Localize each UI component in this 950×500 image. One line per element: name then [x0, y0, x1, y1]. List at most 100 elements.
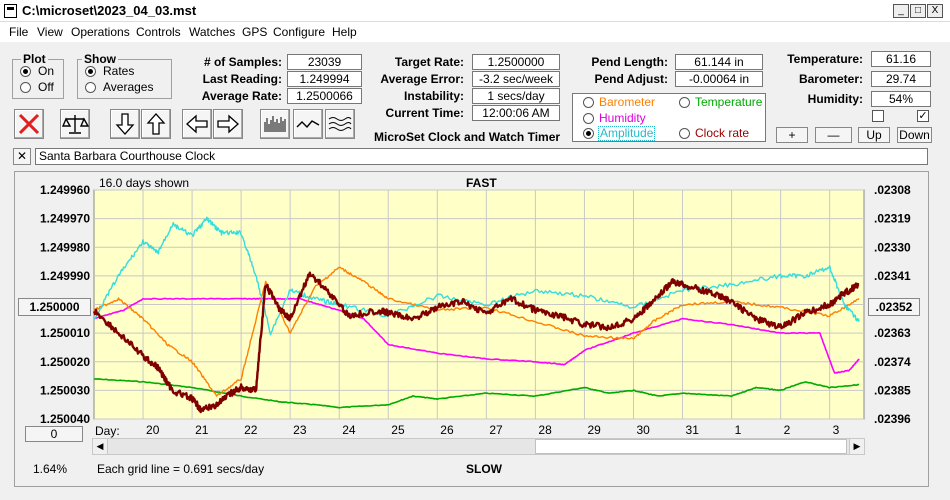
plus-button[interactable]: + — [776, 127, 808, 143]
scrollbar-thumb[interactable] — [535, 439, 847, 454]
menu-bar: File View Operations Controls Watches GP… — [0, 22, 950, 42]
last-reading-field: 1.249994 — [287, 71, 362, 87]
clock-name-input[interactable]: Santa Barbara Courthouse Clock — [35, 148, 928, 165]
menu-file[interactable]: File — [9, 25, 29, 39]
x-icon — [18, 113, 40, 135]
arrow-down-icon — [115, 113, 135, 135]
temperature-radio[interactable] — [679, 97, 690, 108]
x-tick-label: 21 — [195, 423, 209, 437]
amplitude-series-label: Amplitude — [598, 126, 656, 141]
down-button[interactable]: Down — [897, 127, 932, 143]
scroll-right-arrow[interactable]: ▶ — [849, 438, 865, 455]
option-checkbox-2[interactable]: ✓ — [917, 110, 929, 122]
menu-watches[interactable]: Watches — [189, 25, 236, 39]
window-title: C:\microset\2023_04_03.mst — [22, 3, 197, 18]
arrow-up-button[interactable] — [141, 109, 171, 139]
x-tick-label: 28 — [538, 423, 552, 437]
app-caption: MicroSet Clock and Watch Timer — [374, 130, 561, 144]
menu-help[interactable]: Help — [332, 25, 357, 39]
clear-name-button[interactable]: ✕ — [13, 148, 31, 165]
amplitude-radio[interactable] — [583, 128, 594, 139]
humidity-field: 54% — [871, 91, 931, 107]
x-tick-label: 29 — [587, 423, 601, 437]
current-time-label: Current Time: — [385, 106, 464, 120]
bar-view-button[interactable] — [260, 109, 290, 139]
pend-length-field[interactable]: 61.144 in — [675, 54, 763, 70]
menu-view[interactable]: View — [37, 25, 63, 39]
plot-group-label: Plot — [21, 52, 48, 66]
right-tick-label: .02308 — [874, 183, 911, 197]
humidity-label: Humidity: — [807, 92, 863, 106]
last-reading-label: Last Reading: — [202, 72, 282, 86]
arrow-down-button[interactable] — [110, 109, 140, 139]
show-group-label: Show — [82, 52, 118, 66]
scroll-left-arrow[interactable]: ◀ — [92, 438, 108, 455]
menu-gps[interactable]: GPS — [242, 25, 268, 39]
current-time-field: 12:00:06 AM — [472, 105, 560, 121]
x-tick-label: 22 — [244, 423, 258, 437]
humidity-radio[interactable] — [583, 113, 594, 124]
plot-series — [92, 216, 860, 414]
show-averages-radio[interactable] — [85, 82, 96, 93]
barometer-label: Barometer: — [798, 72, 863, 86]
rate-series-line — [92, 271, 860, 414]
show-group: Show — [77, 52, 172, 99]
target-rate-field[interactable]: 1.2500000 — [472, 54, 560, 70]
minimize-button[interactable]: _ — [893, 4, 909, 18]
scale-icon — [61, 115, 90, 134]
zero-button[interactable]: 0 — [25, 426, 83, 442]
temperature-label: Temperature: — [787, 52, 863, 66]
chart-panel — [14, 171, 929, 487]
balance-button[interactable] — [60, 109, 90, 139]
line-view-button[interactable] — [293, 109, 323, 139]
minus-button[interactable]: — — [815, 127, 852, 143]
menu-controls[interactable]: Controls — [136, 25, 181, 39]
right-tick-label: .02374 — [874, 355, 911, 369]
target-rate-label: Target Rate: — [394, 55, 464, 69]
arrow-right-button[interactable] — [213, 109, 243, 139]
right-tick-label: .02341 — [874, 269, 911, 283]
temperature-field: 61.16 — [871, 51, 931, 67]
x-tick-label: 26 — [440, 423, 454, 437]
menu-configure[interactable]: Configure — [273, 25, 326, 39]
x-tick-label: 30 — [636, 423, 650, 437]
left-tick-label: 1.249960 — [40, 183, 90, 197]
barometer-series-label: Barometer — [599, 95, 656, 109]
title-bar: C:\microset\2023_04_03.mst _ □ X — [0, 0, 950, 22]
barometer-radio[interactable] — [583, 97, 594, 108]
right-tick-label: .02330 — [874, 240, 911, 254]
maximize-button[interactable]: □ — [910, 4, 926, 18]
clock-rate-series-label: Clock rate — [695, 126, 750, 140]
x-tick-label: 31 — [686, 423, 700, 437]
right-tick-label: .02396 — [874, 412, 911, 426]
arrow-left-button[interactable] — [182, 109, 212, 139]
barometer-field: 29.74 — [871, 71, 931, 87]
x-tick-label: 3 — [833, 423, 840, 437]
left-center-value-button[interactable]: 1.250000 — [18, 298, 91, 316]
show-rates-radio[interactable] — [85, 66, 96, 77]
x-tick-label: 25 — [391, 423, 405, 437]
up-button[interactable]: Up — [858, 127, 890, 143]
plot-group: Plot — [12, 52, 64, 99]
left-tick-label: 1.249970 — [40, 212, 90, 226]
right-center-value-button[interactable]: .02352 — [868, 298, 920, 316]
plot-on-radio[interactable] — [20, 66, 31, 77]
pend-adjust-field: -0.00064 in — [675, 71, 763, 87]
close-button[interactable]: X — [927, 4, 943, 18]
x-tick-label: 20 — [146, 423, 160, 437]
plot-on-label: On — [38, 64, 55, 78]
plot-off-radio[interactable] — [20, 82, 31, 93]
clock-rate-radio[interactable] — [679, 128, 690, 139]
arrow-right-icon — [217, 114, 239, 134]
stop-button[interactable] — [14, 109, 44, 139]
multi-line-view-button[interactable] — [325, 109, 355, 139]
average-rate-label: Average Rate: — [201, 89, 282, 103]
x-tick-label: 2 — [784, 423, 791, 437]
app-icon — [4, 4, 17, 18]
temperature-series-label: Temperature — [695, 95, 763, 109]
pend-adjust-label: Pend Adjust: — [594, 72, 668, 86]
option-checkbox-1[interactable] — [872, 110, 884, 122]
multi-wave-icon — [328, 117, 352, 131]
menu-operations[interactable]: Operations — [71, 25, 130, 39]
